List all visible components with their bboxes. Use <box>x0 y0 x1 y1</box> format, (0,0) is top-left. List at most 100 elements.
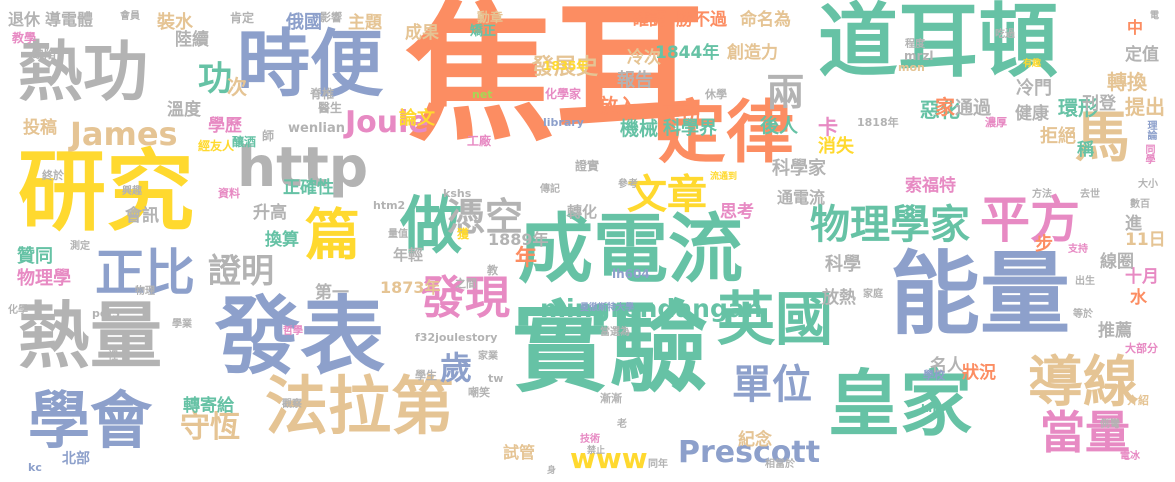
cloud-word: 導電體 <box>45 10 94 29</box>
cloud-word: 推薦 <box>1098 321 1132 341</box>
cloud-word: tw <box>488 372 504 385</box>
cloud-word: 能量 <box>890 242 1070 347</box>
cloud-word: 證實 <box>575 159 600 173</box>
cloud-word: 索福特 <box>905 176 956 196</box>
cloud-word: 功 <box>198 59 232 99</box>
cloud-word: 程度 <box>905 39 925 50</box>
cloud-word: 健康 <box>1015 104 1049 124</box>
cloud-word: 焦耳 <box>405 0 706 162</box>
cloud-word: 次 <box>227 75 247 99</box>
cloud-word: 成電流 <box>518 205 744 293</box>
cloud-word: 支持 <box>1068 244 1088 255</box>
cloud-word: 中 <box>1127 18 1144 37</box>
cloud-word: 教 <box>487 264 498 277</box>
cloud-word: 拒絕 <box>1040 126 1076 147</box>
cloud-word: 創造力 <box>727 43 778 63</box>
cloud-word: 通電流 <box>777 188 826 207</box>
cloud-word: 缺陷 <box>32 47 57 61</box>
cloud-word: 家庭 <box>863 289 883 300</box>
cloud-word: 之間 <box>455 277 477 290</box>
cloud-word: 時便 <box>237 22 383 107</box>
cloud-word: 物理學 <box>17 268 71 289</box>
cloud-word: 大部分 <box>1125 342 1158 355</box>
cloud-word: 冷次 <box>627 48 661 68</box>
cloud-word: 確認 <box>632 10 666 30</box>
cloud-word: net <box>472 88 493 101</box>
cloud-word: 紀念 <box>738 430 772 450</box>
cloud-word: 1818年 <box>857 116 899 129</box>
cloud-word: 化學 <box>8 305 28 316</box>
cloud-word: 曼徹斯特大學 <box>580 303 635 313</box>
cloud-word: 轉寄給 <box>183 396 234 416</box>
cloud-word: kc <box>28 461 42 474</box>
cloud-word: 溫度 <box>167 100 201 120</box>
cloud-word: 相當於 <box>765 459 795 470</box>
cloud-word: 影響 <box>320 11 342 24</box>
cloud-word: James <box>70 115 178 153</box>
cloud-word: 退休 <box>8 10 41 29</box>
cloud-word: 第一 <box>315 283 349 303</box>
cloud-word: 學歷 <box>208 116 242 136</box>
cloud-word: 物理 <box>135 286 155 297</box>
cloud-word: 11日 <box>1125 230 1166 250</box>
cloud-word: 身 <box>547 466 557 476</box>
cloud-word: 裡 <box>108 351 118 362</box>
cloud-word: 當選為 <box>600 327 630 338</box>
cloud-word: 吃過 <box>995 29 1015 40</box>
cloud-word: 消失 <box>818 136 854 157</box>
cloud-word: 環形 <box>1058 96 1098 120</box>
cloud-word: 1873年 <box>380 278 441 297</box>
cloud-word: 禁止 <box>587 446 606 456</box>
cloud-word: 熱功 <box>18 35 149 110</box>
cloud-word: 終於 <box>42 169 64 182</box>
cloud-word: 篇 <box>305 203 361 267</box>
cloud-word: 歲 <box>440 349 473 387</box>
cloud-word: 試管 <box>503 443 536 462</box>
cloud-word: 學生 <box>415 369 437 382</box>
cloud-word: 經友人 <box>198 139 235 153</box>
cloud-word: 後人 <box>760 115 799 137</box>
cloud-word: 放入 <box>599 95 638 117</box>
cloud-word: 漸漸 <box>600 392 622 405</box>
cloud-word: 同學 <box>1143 144 1154 164</box>
cloud-word: 脊椎 <box>310 87 335 101</box>
cloud-word: 熱量 <box>18 294 163 378</box>
cloud-word: 做 <box>400 189 463 262</box>
cloud-word: 陸續 <box>175 30 209 50</box>
cloud-word: 側彎 <box>1100 419 1120 430</box>
cloud-word: 憑空 <box>447 195 524 239</box>
cloud-word: 勝不過 <box>676 10 727 30</box>
cloud-word: 測定 <box>70 241 90 252</box>
cloud-word: 轉化 <box>567 203 598 221</box>
cloud-word: 定律 <box>658 94 795 173</box>
cloud-word: 證明 <box>208 251 274 290</box>
cloud-word: 學業 <box>172 319 192 330</box>
cloud-word: http <box>237 135 369 199</box>
cloud-word: 方法 <box>1032 189 1052 200</box>
cloud-word: 數百 <box>1130 199 1150 210</box>
cloud-word: 家 <box>935 95 955 119</box>
cloud-word: 教學 <box>12 31 37 45</box>
cloud-word: 等於 <box>1073 309 1093 320</box>
cloud-word: 同年 <box>648 459 668 470</box>
cloud-word: 十月 <box>1125 267 1159 287</box>
cloud-word: 正確性 <box>283 178 334 198</box>
cloud-word: kh <box>921 402 937 415</box>
cloud-word: 會員 <box>120 11 140 22</box>
cloud-word: 刊登 <box>1082 94 1116 114</box>
cloud-word: 升高 <box>253 203 287 223</box>
cloud-word: 濃厚 <box>985 116 1007 129</box>
cloud-word: 電冰 <box>1120 451 1140 462</box>
cloud-word: kshs <box>443 187 472 200</box>
cloud-word: 科學 <box>825 254 861 275</box>
cloud-word: 卡 <box>818 115 838 139</box>
cloud-word: 去世 <box>1080 189 1100 200</box>
cloud-word: lh604 <box>612 267 650 281</box>
cloud-word: 兩 <box>760 72 804 110</box>
cloud-word: 狀況 <box>962 363 996 383</box>
cloud-word: 觀察 <box>282 399 302 410</box>
cloud-word: 醫生 <box>318 101 343 115</box>
cloud-word: 俄國 <box>286 12 322 33</box>
cloud-word: www <box>570 442 648 475</box>
cloud-word: 皇家 <box>828 362 973 446</box>
